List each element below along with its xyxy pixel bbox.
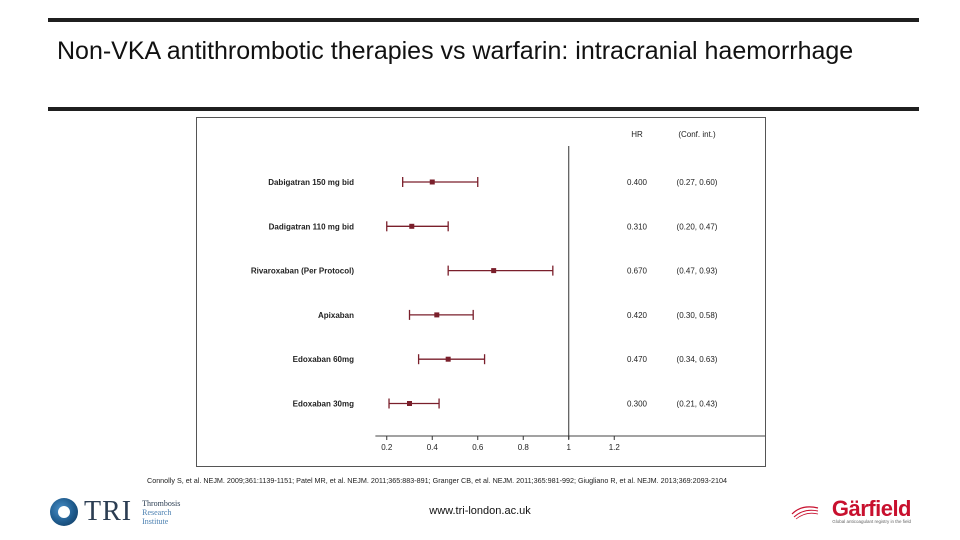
row-label-1: Dadigatran 110 mg bid — [269, 222, 354, 231]
tri-logo-sub3: Institute — [142, 516, 169, 526]
row-label-4: Edoxaban 60mg — [293, 355, 354, 364]
row-label-2: Rivaroxaban (Per Protocol) — [251, 267, 354, 276]
tri-logo-text: TRI — [84, 496, 133, 527]
hr-marker-1 — [409, 223, 415, 229]
ci-value-0: (0.27, 0.60) — [677, 178, 718, 187]
tri-logo-sub1: Thrombosis — [142, 498, 181, 508]
x-tick-label-4: 1 — [567, 443, 572, 452]
ci-value-4: (0.34, 0.63) — [677, 355, 718, 364]
tri-logo-sub2: Research — [142, 507, 172, 517]
x-tick-label-1: 0.4 — [427, 443, 439, 452]
garfield-logo: Gärfield Global anticoagulant registry i… — [790, 496, 915, 528]
ci-value-3: (0.30, 0.58) — [677, 311, 718, 320]
hr-value-4: 0.470 — [627, 355, 648, 364]
garfield-wordmark: Gärfield — [831, 496, 912, 521]
garfield-tagline: Global anticoagulant registry in the fie… — [832, 519, 911, 524]
hr-column-header: HR — [631, 130, 643, 139]
title-rule-top — [48, 18, 919, 22]
tri-logo-subtitle: Thrombosis Research Institute — [142, 499, 180, 526]
hr-value-2: 0.670 — [627, 267, 648, 276]
hr-value-3: 0.420 — [627, 311, 648, 320]
hr-marker-0 — [429, 179, 435, 185]
title-rule-bottom — [48, 107, 919, 111]
ci-value-1: (0.20, 0.47) — [677, 222, 718, 231]
hr-marker-4 — [445, 356, 451, 362]
slide-title: Non-VKA antithrombotic therapies vs warf… — [57, 37, 854, 65]
garfield-swoosh-icon — [791, 506, 819, 520]
forest-plot: HR (Conf. int.) 0.2 0.4 0.6 0.8 1 1.2 Dabigatran… — [196, 117, 766, 467]
row-label-3: Apixaban — [318, 311, 354, 320]
forest-plot-svg: HR (Conf. int.) 0.2 0.4 0.6 0.8 1 1.2 Dabigatran… — [251, 130, 765, 452]
x-tick-label-0: 0.2 — [381, 443, 393, 452]
hr-value-1: 0.310 — [627, 222, 648, 231]
tri-logo-mark-icon — [50, 498, 78, 526]
row-label-5: Edoxaban 30mg — [293, 400, 354, 409]
ci-value-2: (0.47, 0.93) — [677, 267, 718, 276]
hr-marker-2 — [491, 268, 497, 274]
ci-column-header: (Conf. int.) — [678, 130, 716, 139]
x-tick-label-2: 0.6 — [472, 443, 484, 452]
hr-value-0: 0.400 — [627, 178, 648, 187]
tri-logo: TRI Thrombosis Research Institute — [50, 496, 180, 528]
hr-marker-5 — [407, 401, 412, 406]
citation: Connolly S, et al. NEJM. 2009;361:1139-1… — [147, 476, 727, 485]
hr-value-5: 0.300 — [627, 400, 648, 409]
x-tick-label-5: 1.2 — [609, 443, 621, 452]
footer-url[interactable]: www.tri-london.ac.uk — [429, 505, 531, 517]
ci-value-5: (0.21, 0.43) — [677, 400, 718, 409]
x-tick-label-3: 0.8 — [518, 443, 530, 452]
row-label-0: Dabigatran 150 mg bid — [268, 178, 354, 187]
hr-marker-3 — [434, 312, 440, 318]
